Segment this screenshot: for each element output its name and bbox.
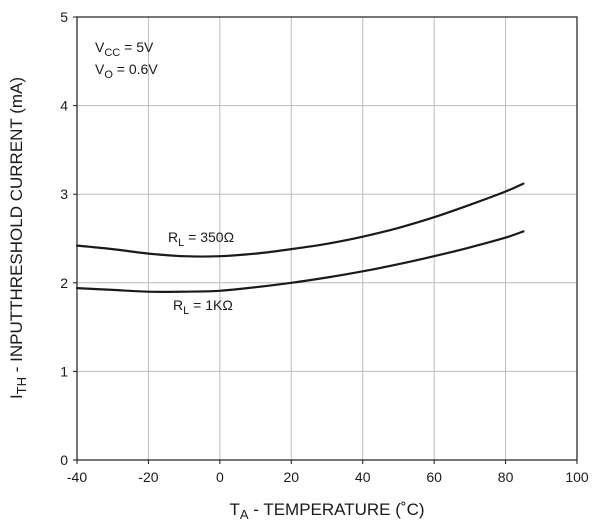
y-tick-label: 3	[60, 186, 68, 202]
x-tick-label: -40	[67, 469, 87, 485]
series-lines	[75, 182, 525, 293]
series-label-350ohm: RL = 350Ω	[168, 229, 234, 249]
y-axis-title: ITH - INPUTTHRESHOLD CURRENT (mA)	[7, 77, 29, 399]
x-tick-label: 60	[426, 469, 442, 485]
x-axis-title: TA - TEMPERATURE (˚C)	[229, 500, 424, 522]
series-label-1kohm: RL = 1KΩ	[173, 297, 233, 317]
x-tick-label: -20	[138, 469, 158, 485]
plot-frame	[76, 16, 578, 461]
x-tick-label: 100	[565, 469, 589, 485]
y-tick-label: 4	[60, 98, 68, 114]
tick-labels: -40 -20 0 20 40 60 80 100 0 1 2 3 4 5	[60, 9, 589, 485]
condition-vo: VO = 0.6V	[95, 61, 158, 81]
y-tick-label: 1	[60, 363, 68, 379]
condition-vcc: VCC = 5V	[95, 39, 154, 59]
y-tick-label: 2	[60, 275, 68, 291]
x-tick-label: 40	[355, 469, 371, 485]
x-tick-label: 0	[216, 469, 224, 485]
y-tick-label: 5	[60, 9, 68, 25]
series-line-350ohm	[75, 182, 525, 258]
y-tick-label: 0	[60, 452, 68, 468]
grid	[73, 16, 578, 464]
series-line-1kohm	[75, 230, 525, 293]
x-tick-label: 80	[498, 469, 514, 485]
x-tick-label: 20	[283, 469, 299, 485]
